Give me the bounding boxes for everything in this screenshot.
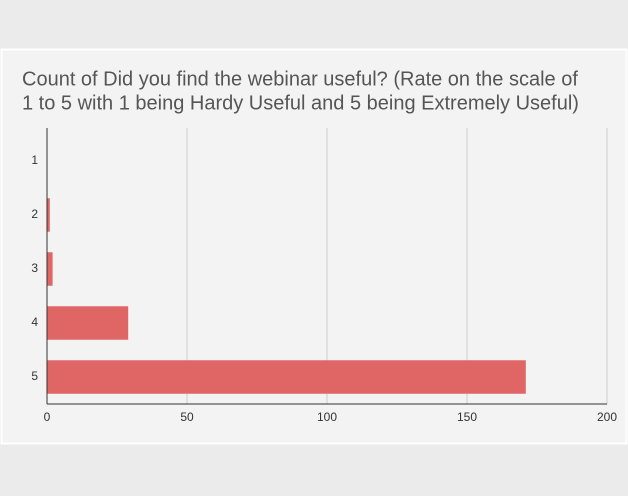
chart-title: Count of Did you find the webinar useful…: [22, 68, 578, 90]
x-tick-label: 50: [180, 410, 194, 424]
x-tick-label: 100: [317, 410, 337, 424]
y-tick-label: 3: [31, 261, 38, 275]
bar: [47, 360, 526, 394]
x-tick-label: 200: [597, 410, 617, 424]
x-tick-label: 0: [44, 410, 51, 424]
chart-title: 1 to 5 with 1 being Hardy Useful and 5 b…: [22, 92, 579, 114]
bar: [47, 198, 50, 232]
y-tick-label: 1: [31, 153, 38, 167]
y-tick-label: 4: [31, 315, 38, 329]
y-tick-label: 5: [31, 369, 38, 383]
x-tick-label: 150: [457, 410, 477, 424]
y-tick-label: 2: [31, 207, 38, 221]
bar: [47, 252, 53, 286]
bar: [47, 306, 129, 340]
